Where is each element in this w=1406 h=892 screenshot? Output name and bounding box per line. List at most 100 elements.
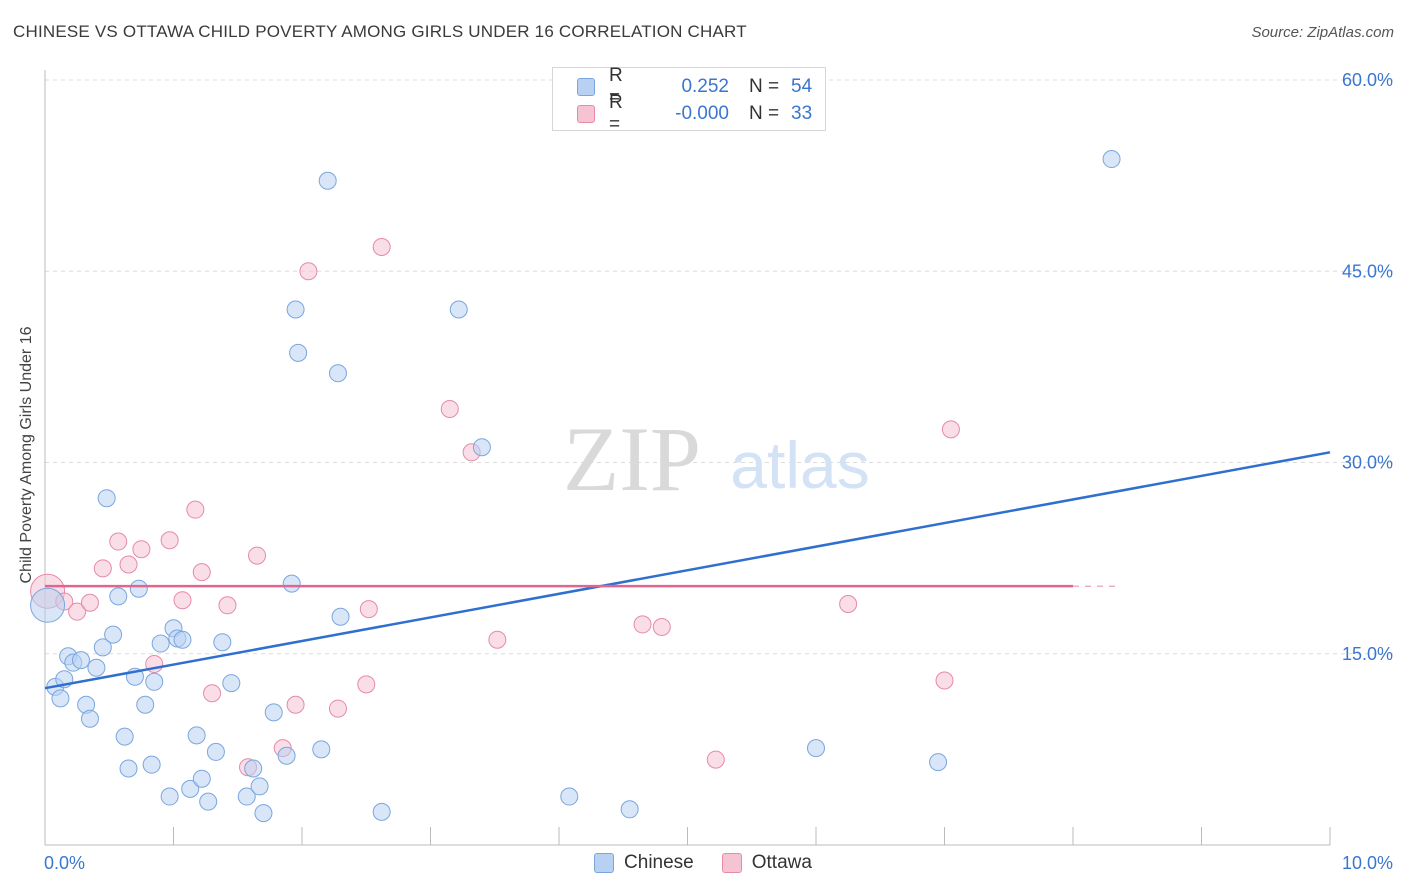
ottawa-swatch <box>577 105 595 123</box>
ottawa-point <box>218 596 237 615</box>
ottawa-point <box>109 532 128 551</box>
ottawa-point <box>935 671 954 690</box>
chinese-point <box>318 171 337 190</box>
ottawa-point <box>299 262 318 281</box>
chinese-series <box>30 150 1121 823</box>
ottawa-point <box>488 630 507 649</box>
chinese-point <box>151 634 170 653</box>
chinese-swatch <box>594 853 615 873</box>
x-tick-label: 0.0% <box>44 853 85 873</box>
bottom-legend: Chinese Ottawa <box>0 852 1406 874</box>
chinese-point <box>620 800 639 819</box>
ottawa-point <box>357 675 376 694</box>
ottawa-point <box>706 750 725 769</box>
ottawa-point <box>248 546 267 565</box>
ottawa-point <box>633 615 652 634</box>
ottawa-point <box>160 531 179 550</box>
chinese-point <box>173 630 192 649</box>
legend-r-value: -0.000 <box>675 103 729 124</box>
chinese-point <box>286 300 305 319</box>
ottawa-point <box>186 500 205 519</box>
chinese-legend-label: Chinese <box>624 852 694 873</box>
chinese-point <box>93 638 112 657</box>
source-label: Source: ZipAtlas.com <box>1251 24 1394 41</box>
chinese-point <box>213 633 232 652</box>
chinese-point <box>115 727 134 746</box>
chinese-point <box>80 709 99 728</box>
chinese-point <box>160 787 179 806</box>
legend-n-value: 54 <box>791 76 813 97</box>
chinese-point <box>181 779 200 798</box>
chinese-point <box>51 689 70 708</box>
chinese-point <box>145 672 164 691</box>
legend-n-label: N = <box>749 103 780 124</box>
chinese-point <box>282 574 301 593</box>
chinese-point <box>331 607 350 626</box>
chinese-point <box>472 438 491 457</box>
legend-n-value: 33 <box>791 103 813 124</box>
ottawa-point <box>372 238 391 257</box>
chinese-point <box>237 787 256 806</box>
tick-labels: 15.0% 30.0% 45.0% 60.0% 0.0% 10.0% <box>44 70 1393 873</box>
x-tick-label: 10.0% <box>1342 853 1393 873</box>
legend-row-ottawa: R = -0.000 N = 33 <box>577 92 813 135</box>
chinese-point <box>264 703 283 722</box>
chinese-point <box>222 674 241 693</box>
y-tick-label: 60.0% <box>1342 70 1393 90</box>
ottawa-point <box>652 617 671 636</box>
chart-title: CHINESE VS OTTAWA CHILD POVERTY AMONG GI… <box>13 22 747 41</box>
chinese-point <box>192 769 211 788</box>
legend-r-label: R = <box>609 65 623 108</box>
ottawa-point <box>173 591 192 610</box>
ottawa-point <box>286 695 305 714</box>
watermark: ZIP atlas <box>563 408 870 510</box>
legend-n-label: N = <box>749 76 780 97</box>
chinese-point <box>328 364 347 383</box>
chinese-point <box>560 787 579 806</box>
trend-lines <box>44 451 1331 690</box>
ottawa-legend-label: Ottawa <box>751 852 812 873</box>
y-tick-label: 45.0% <box>1342 261 1393 281</box>
chinese-trend-line <box>44 451 1331 690</box>
chinese-point <box>254 804 273 823</box>
chinese-point <box>71 651 90 670</box>
grid-lines <box>45 79 1393 655</box>
y-tick-label: 30.0% <box>1342 453 1393 473</box>
chinese-point <box>277 746 296 765</box>
watermark-zip: ZIP <box>563 408 701 510</box>
chinese-point <box>244 759 263 778</box>
bottom-legend-chinese: Chinese <box>594 852 694 874</box>
chinese-point <box>30 587 66 623</box>
chinese-point <box>312 740 331 759</box>
legend-row-chinese: R = 0.252 N = 54 <box>577 65 813 108</box>
chinese-point <box>119 759 138 778</box>
ottawa-series <box>30 238 960 777</box>
bottom-legend-ottawa: Ottawa <box>721 852 812 874</box>
ottawa-point <box>192 563 211 582</box>
legend-r-value: 0.252 <box>681 76 729 97</box>
chinese-swatch <box>577 78 595 96</box>
legend: R = 0.252 N = 54 R = -0.000 N = 33 <box>552 65 826 135</box>
ottawa-point <box>68 602 87 621</box>
chinese-point <box>929 753 948 772</box>
chinese-point <box>109 587 128 606</box>
ottawa-point <box>440 399 459 418</box>
ottawa-point <box>359 600 378 619</box>
chinese-point <box>1102 150 1121 169</box>
ottawa-point <box>328 699 347 718</box>
ottawa-point <box>132 540 151 559</box>
chinese-point <box>449 300 468 319</box>
chinese-point <box>206 742 225 761</box>
chinese-point <box>807 739 825 758</box>
ottawa-swatch <box>721 853 742 873</box>
chinese-point <box>187 726 206 745</box>
chinese-point <box>199 792 218 811</box>
chinese-point <box>97 489 116 508</box>
ottawa-point <box>203 684 222 703</box>
y-tick-label: 15.0% <box>1342 644 1393 664</box>
chinese-point <box>250 777 269 796</box>
ottawa-point <box>80 593 99 612</box>
ottawa-point <box>119 555 138 574</box>
ottawa-point <box>93 559 112 578</box>
